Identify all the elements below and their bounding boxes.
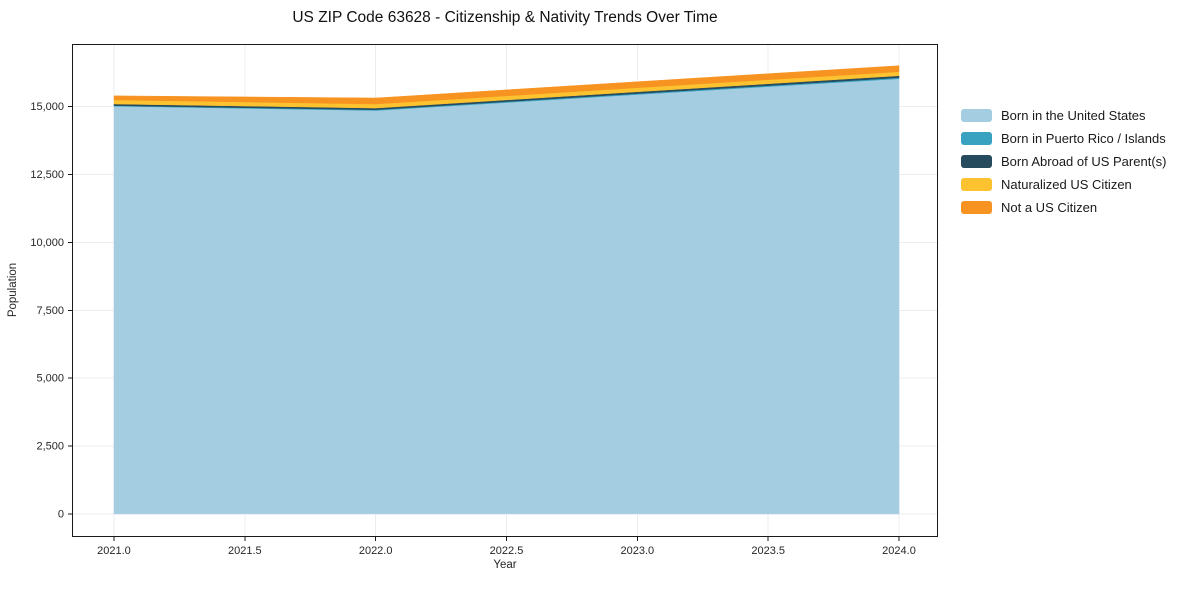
legend-swatch xyxy=(961,132,992,145)
y-tick-label: 0 xyxy=(58,508,64,520)
y-axis-label: Population xyxy=(7,262,19,318)
legend-item: Born in Puerto Rico / Islands xyxy=(961,132,1166,145)
legend-label: Naturalized US Citizen xyxy=(1001,177,1132,192)
area-band xyxy=(113,78,900,515)
area-band xyxy=(113,65,900,105)
x-tick-label: 2023.5 xyxy=(751,545,785,557)
legend-label: Born Abroad of US Parent(s) xyxy=(1001,154,1167,169)
legend-swatch xyxy=(961,201,992,214)
y-tick-label: 5,000 xyxy=(36,373,64,385)
x-tick-label: 2023.0 xyxy=(621,545,655,557)
x-tick-label: 2022.5 xyxy=(490,545,524,557)
legend-item: Born in the United States xyxy=(961,109,1166,122)
axes-border xyxy=(72,44,938,537)
legend: Born in the United States Born in Puerto … xyxy=(961,109,1166,224)
x-tick-label: 2024.0 xyxy=(882,545,916,557)
plot-area: 2021.0 2021.5 2022.0 2022.5 2023.0 2023.5 2024… xyxy=(30,44,938,557)
y-tick-label: 7,500 xyxy=(36,305,64,317)
legend-label: Not a US Citizen xyxy=(1001,200,1098,215)
y-tick-label: 15,000 xyxy=(30,101,64,113)
legend-item: Born Abroad of US Parent(s) xyxy=(961,155,1166,168)
legend-swatch xyxy=(961,155,992,168)
y-tick-label: 2,500 xyxy=(36,441,64,453)
x-tick-label: 2021.5 xyxy=(228,545,262,557)
x-axis-label: Year xyxy=(493,559,517,571)
legend-label: Born in Puerto Rico / Islands xyxy=(1001,131,1166,146)
legend-item: Not a US Citizen xyxy=(961,201,1166,214)
legend-swatch xyxy=(961,109,992,122)
legend-item: Naturalized US Citizen xyxy=(961,178,1166,191)
x-tick-label: 2022.0 xyxy=(359,545,393,557)
y-tick-label: 12,500 xyxy=(30,169,64,181)
y-tick-label: 10,000 xyxy=(30,237,64,249)
chart-title: US ZIP Code 63628 - Citizenship & Nativi… xyxy=(292,9,718,26)
legend-label: Born in the United States xyxy=(1001,108,1146,123)
x-tick-label: 2021.0 xyxy=(97,545,131,557)
legend-swatch xyxy=(961,178,992,191)
